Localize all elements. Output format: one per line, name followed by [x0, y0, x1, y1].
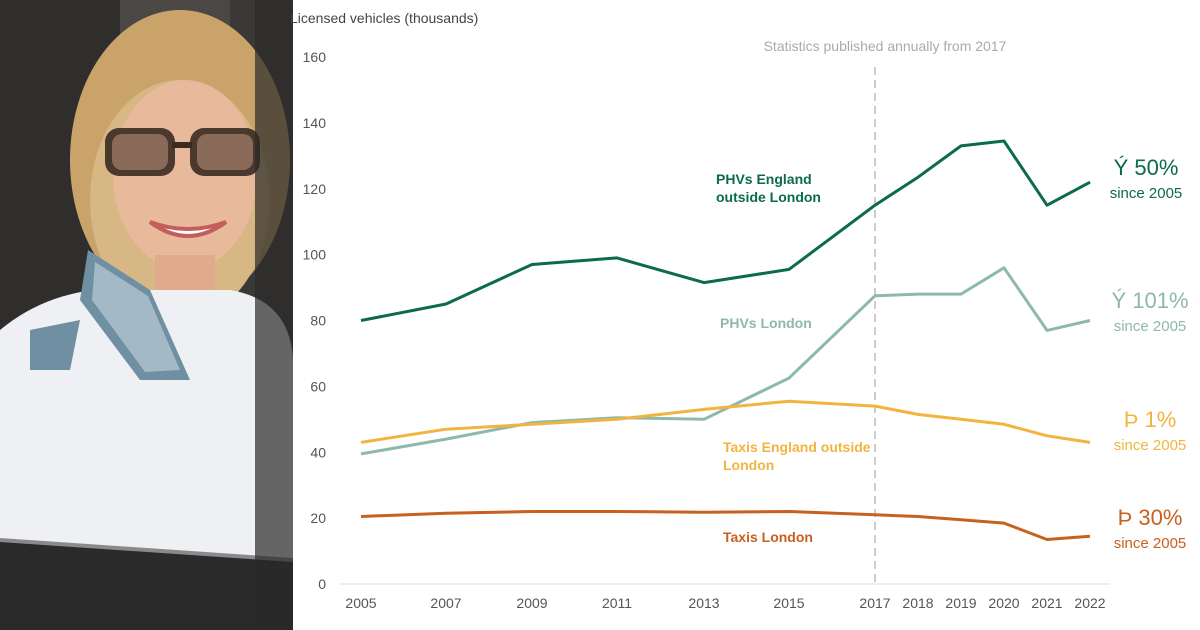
taxis-london-label: Taxis London [723, 529, 813, 545]
x-tick-label: 2021 [1031, 595, 1062, 611]
x-tick-label: 2022 [1074, 595, 1105, 611]
woman-driver-photo [0, 0, 293, 630]
phvs-london-line [360, 266, 1091, 456]
phvs-england-outside-london-change-value: Ý 50% [1114, 155, 1179, 180]
taxis-london-change-value: Þ 30% [1118, 505, 1183, 530]
x-tick-label: 2015 [773, 595, 804, 611]
y-tick-label: 160 [303, 49, 327, 65]
phvs-england-outside-london-line [360, 139, 1091, 322]
phvs-london-label: PHVs London [720, 315, 812, 331]
x-tick-label: 2013 [688, 595, 719, 611]
phvs-england-outside-london-label: PHVs England outside London [716, 171, 821, 205]
x-tick-label: 2009 [516, 595, 547, 611]
phvs-england-outside-london-change-caption: since 2005 [1110, 185, 1183, 202]
x-axis-ticks: 2005 2007 2009 2011 2013 2015 2017 2018 2019 2020… [345, 595, 1105, 611]
x-tick-label: 2017 [859, 595, 890, 611]
series-labels: PHVs England outside London PHVs London Tax… [716, 171, 871, 545]
y-tick-label: 60 [310, 378, 326, 394]
y-tick-label: 80 [310, 313, 326, 329]
x-tick-label: 2011 [602, 595, 632, 611]
change-labels: Ý 50% since 2005 Ý 101% since 2005 Þ 1% since… [1110, 155, 1189, 552]
y-tick-label: 0 [318, 576, 326, 592]
y-tick-label: 100 [303, 247, 327, 263]
x-tick-label: 2005 [345, 595, 376, 611]
series-lines [360, 139, 1091, 541]
phvs-london-change-caption: since 2005 [1114, 318, 1187, 335]
x-tick-label: 2007 [430, 595, 461, 611]
y-tick-label: 40 [310, 444, 326, 460]
x-tick-label: 2020 [988, 595, 1019, 611]
x-tick-label: 2018 [902, 595, 933, 611]
taxis-england-outside-london-line [360, 399, 1091, 444]
taxis-england-outside-london-label: Taxis England outside London [723, 439, 871, 473]
y-tick-label: 120 [303, 181, 327, 197]
y-axis-ticks: 0 20 40 60 80 100 120 140 160 [303, 49, 327, 592]
phvs-london-change-value: Ý 101% [1111, 288, 1188, 313]
y-tick-label: 140 [303, 115, 327, 131]
taxis-england-outside-london-change-value: Þ 1% [1124, 407, 1177, 432]
y-tick-label: 20 [310, 510, 326, 526]
taxis-london-change-caption: since 2005 [1114, 535, 1187, 552]
y-axis-label: Licensed vehicles (thousands) [290, 10, 478, 26]
photo-illustration [0, 0, 293, 630]
taxis-london-line [360, 510, 1091, 541]
annual-statistics-note: Statistics published annually from 2017 [764, 38, 1007, 54]
taxis-england-outside-london-change-caption: since 2005 [1114, 437, 1187, 454]
x-tick-label: 2019 [945, 595, 976, 611]
